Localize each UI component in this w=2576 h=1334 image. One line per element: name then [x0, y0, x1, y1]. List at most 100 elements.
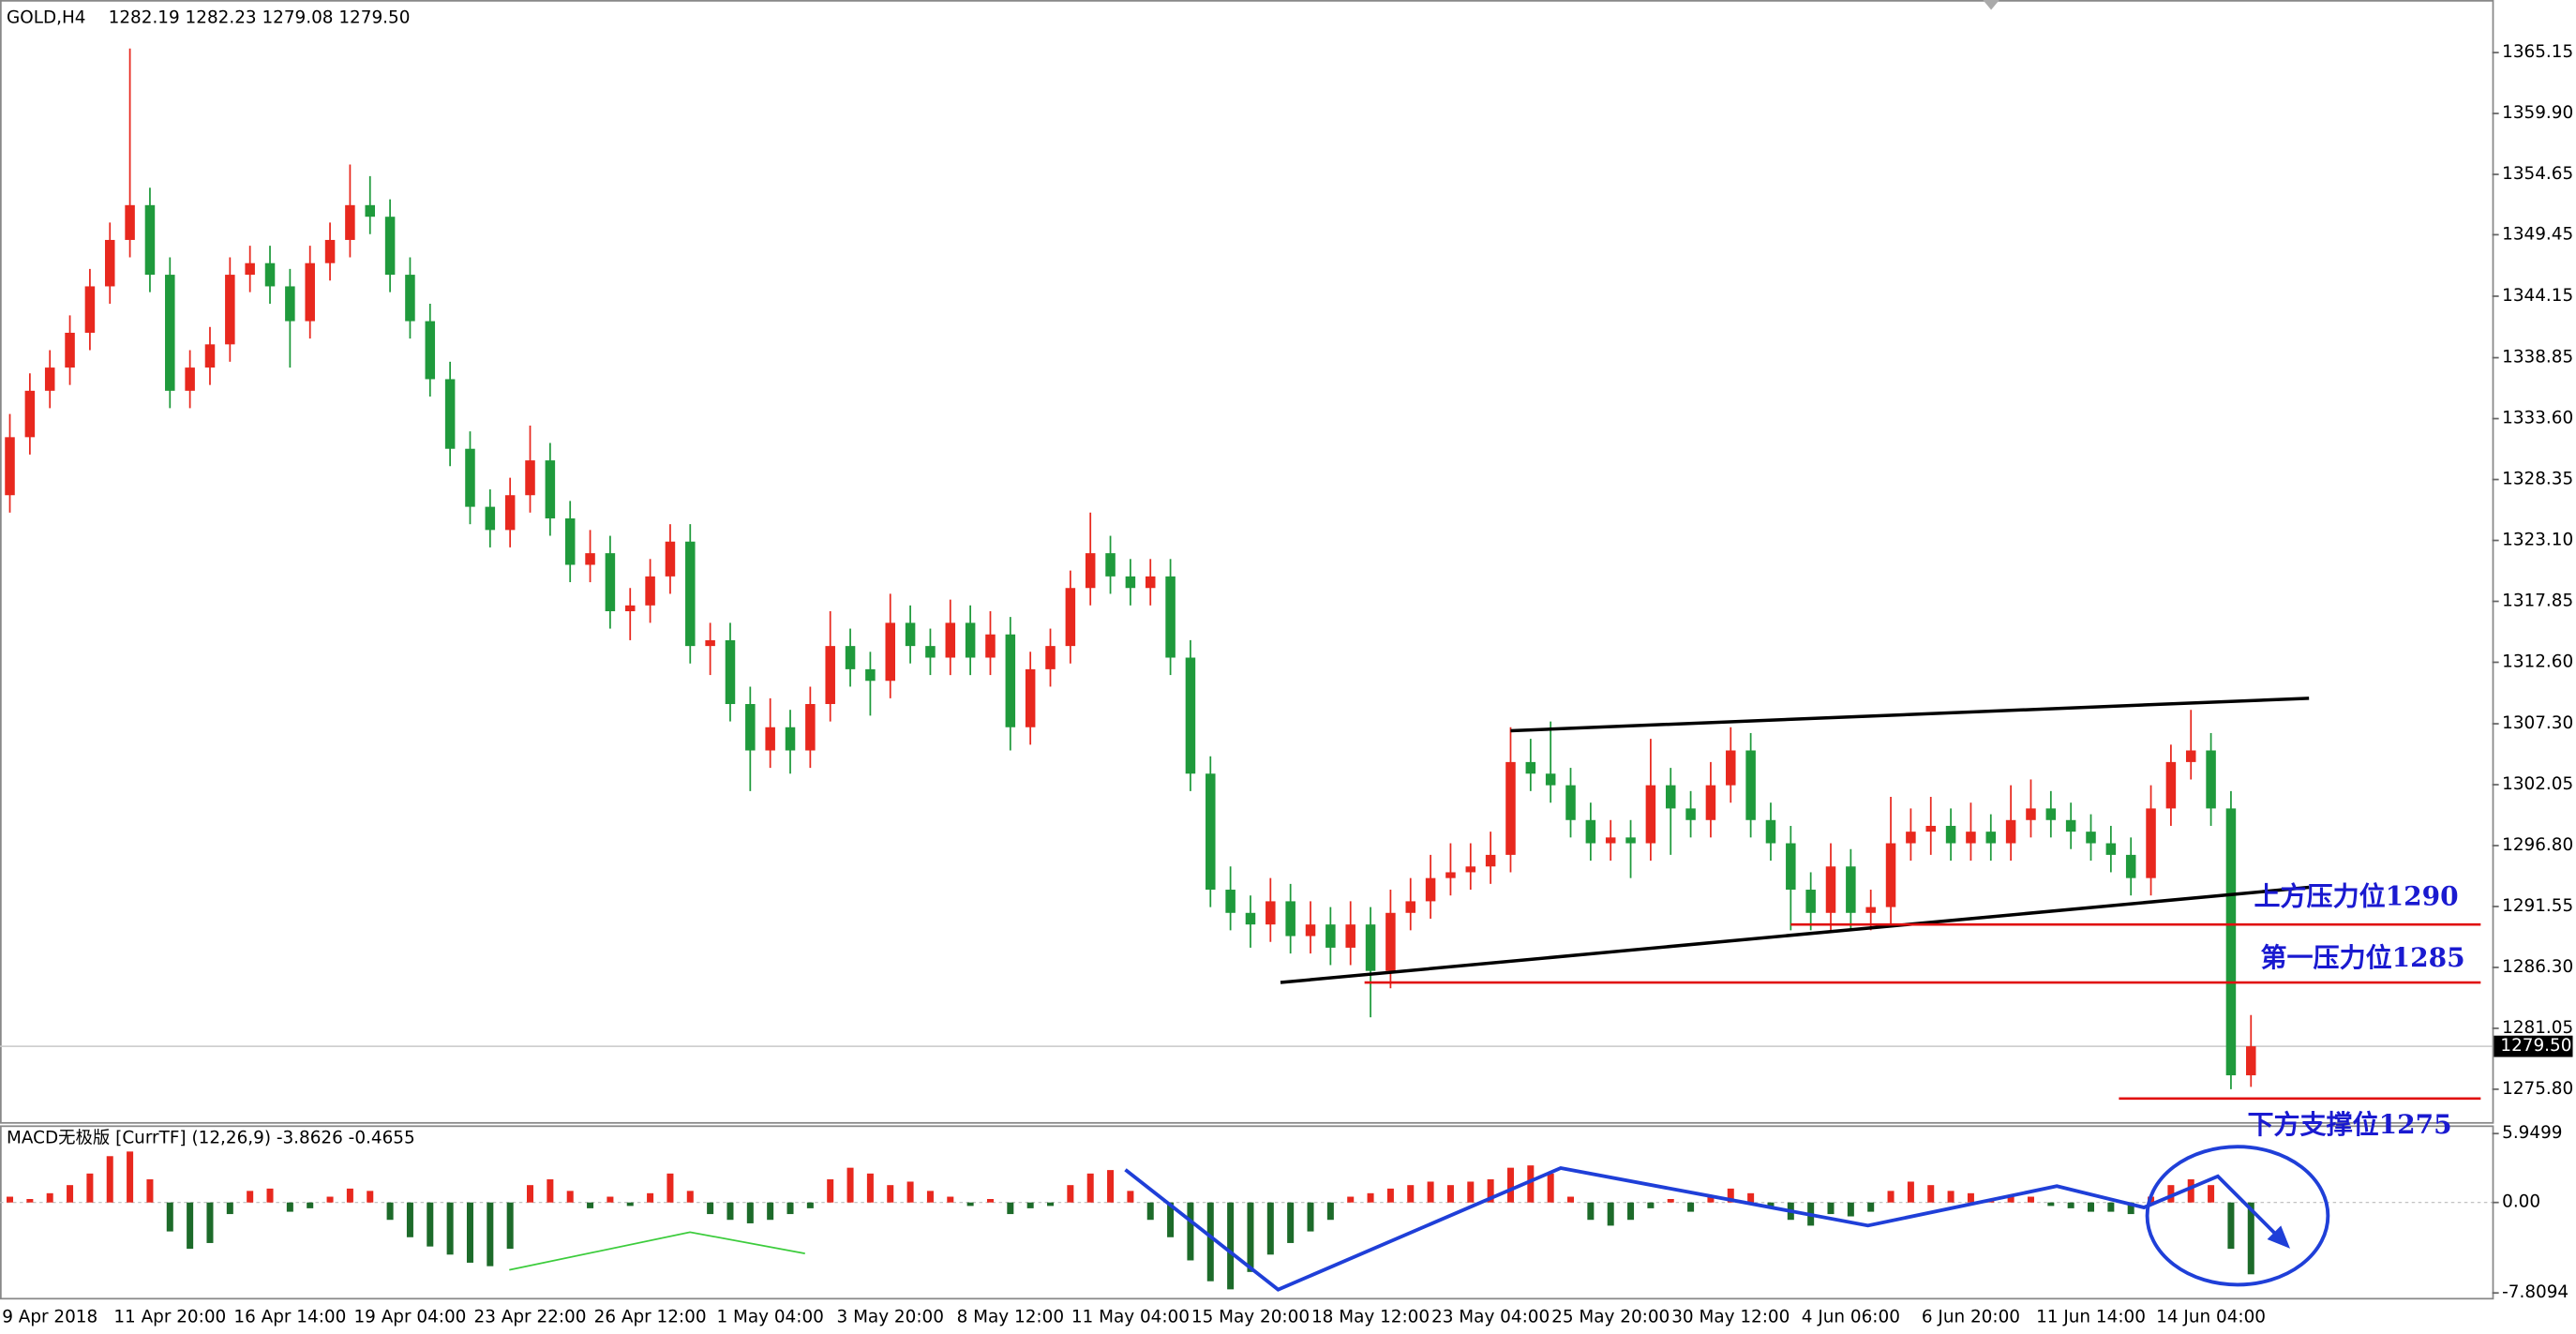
macd-divergence-line	[509, 1231, 805, 1271]
x-tick-label: 8 May 12:00	[957, 1307, 1064, 1327]
y-tick-label: 1349.45	[2502, 224, 2573, 244]
y-tick-label: 1291.55	[2502, 896, 2573, 916]
macd-bar	[2127, 1202, 2134, 1215]
candle-body	[1025, 668, 1036, 727]
macd-bar	[527, 1185, 534, 1203]
candle-body	[2125, 854, 2136, 878]
x-tick-label: 11 May 04:00	[1071, 1307, 1190, 1327]
candle-body	[825, 646, 835, 705]
candle-body	[1645, 785, 1656, 844]
macd-bar	[146, 1178, 154, 1203]
candle-body	[1925, 825, 1936, 832]
macd-bar	[166, 1202, 173, 1232]
candle-body	[1005, 634, 1016, 727]
candle-body	[2105, 843, 2117, 855]
candle-body	[725, 639, 736, 705]
macd-bar	[1167, 1202, 1175, 1237]
y-tick-label: 1317.85	[2502, 591, 2573, 610]
y-tick-label: 1359.90	[2502, 103, 2573, 123]
macd-bar	[1627, 1202, 1635, 1221]
macd-trend-arrow	[1124, 1165, 2288, 1292]
x-tick-label: 15 May 20:00	[1191, 1307, 1310, 1327]
candle-body	[1525, 761, 1536, 774]
y-tick-label: 1323.10	[2502, 530, 2573, 549]
x-tick-label: 1 May 04:00	[716, 1307, 823, 1327]
candle-body	[1765, 819, 1776, 844]
macd-bar	[187, 1202, 194, 1250]
macd-bar	[206, 1202, 214, 1243]
macd-bar	[326, 1196, 334, 1203]
x-tick-label: 19 Apr 04:00	[353, 1307, 466, 1327]
macd-bar	[707, 1202, 714, 1215]
y-tick-label: 1307.30	[2502, 713, 2573, 733]
candle-body	[2206, 750, 2216, 809]
x-tick-label: 14 Jun 04:00	[2156, 1307, 2266, 1327]
macd-bar	[1347, 1196, 1355, 1203]
x-tick-label: 3 May 20:00	[837, 1307, 944, 1327]
macd-bar	[2067, 1202, 2074, 1208]
macd-bar	[7, 1196, 14, 1203]
macd-bar	[1967, 1192, 1974, 1203]
macd-bar	[2007, 1196, 2014, 1203]
macd-bar	[2088, 1202, 2095, 1212]
candle-body	[1165, 576, 1176, 658]
y-tick-label: 1365.15	[2502, 42, 2573, 62]
macd-annotation	[509, 1145, 2330, 1292]
candle-body	[1206, 773, 1216, 891]
macd-bar	[1487, 1178, 1494, 1203]
macd-bar	[307, 1202, 314, 1208]
candle-body	[1085, 553, 1096, 589]
candle-body	[5, 437, 15, 496]
macd-bar	[247, 1191, 254, 1203]
candle-body	[324, 239, 336, 263]
candle-body	[2026, 808, 2036, 820]
y-tick-label: 0.00	[2502, 1192, 2540, 1212]
macd-bar	[127, 1151, 134, 1203]
candle-body	[504, 495, 516, 531]
y-tick-label: 1281.05	[2502, 1018, 2573, 1038]
candle-body	[805, 704, 816, 751]
candle-body	[1885, 843, 1896, 907]
macd-bar	[1947, 1191, 1954, 1203]
candle-body	[2225, 808, 2237, 1076]
macd-bar	[2027, 1196, 2034, 1203]
scroll-marker	[1983, 0, 1999, 10]
trendline	[1280, 885, 2310, 984]
candle-body	[985, 634, 996, 658]
macd-bar	[986, 1198, 994, 1203]
macd-bar	[1867, 1202, 1875, 1212]
macd-bar	[86, 1173, 94, 1203]
macd-bar	[1086, 1173, 1094, 1203]
macd-bar	[466, 1202, 473, 1263]
macd-bar	[806, 1202, 814, 1208]
level-annotation: 上方压力位1290	[2254, 881, 2459, 912]
macd-bar	[887, 1185, 894, 1203]
x-tick-label: 11 Jun 14:00	[2036, 1307, 2146, 1327]
candle-body	[365, 204, 376, 217]
macd-bar	[1667, 1198, 1674, 1203]
macd-bar	[1907, 1181, 1914, 1203]
candle-body	[1585, 819, 1596, 844]
candle-body	[1565, 785, 1576, 820]
macd-bar	[2107, 1202, 2115, 1212]
candle-body	[1985, 832, 1997, 844]
macd-bar	[1547, 1173, 1554, 1203]
macd-bar	[1386, 1188, 1394, 1203]
candle-body	[104, 239, 115, 287]
macd-bar	[1707, 1196, 1715, 1203]
macd-bar	[367, 1191, 374, 1203]
macd-bar	[286, 1202, 293, 1212]
macd-bar	[26, 1198, 34, 1203]
y-tick-label: 1338.85	[2502, 348, 2573, 367]
candle-body	[1365, 924, 1376, 971]
candle-body	[2086, 832, 2096, 844]
candle-body	[585, 553, 595, 565]
x-tick-label: 23 Apr 22:00	[474, 1307, 587, 1327]
y-tick-label: 1344.15	[2502, 286, 2573, 306]
macd-bar	[1887, 1191, 1895, 1203]
macd-bar	[626, 1202, 634, 1207]
macd-bar	[46, 1192, 53, 1203]
candle-body	[1445, 872, 1456, 878]
